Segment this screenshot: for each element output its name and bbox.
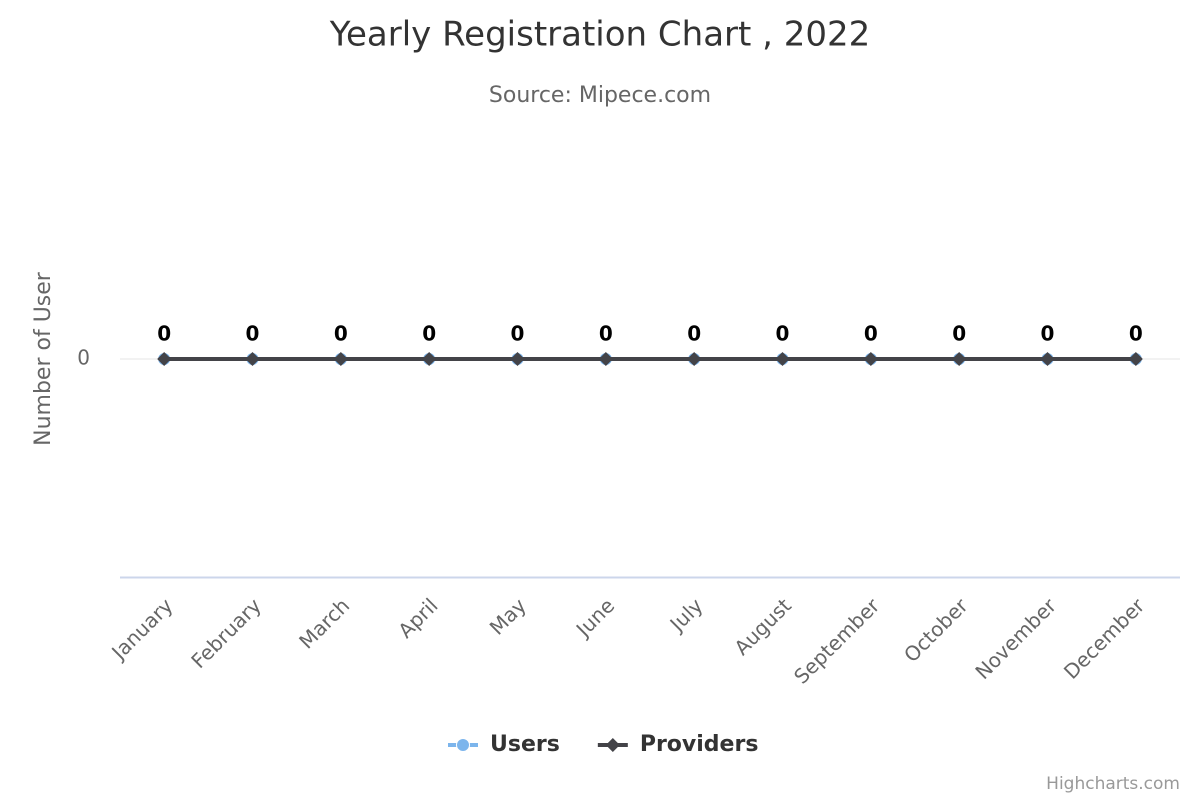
data-label: 0 xyxy=(334,322,348,346)
x-tick-label: March xyxy=(294,593,354,653)
point xyxy=(245,352,260,366)
data-label: 0 xyxy=(952,322,966,346)
data-label: 0 xyxy=(776,322,790,346)
x-tick-label: November xyxy=(970,593,1061,684)
x-tick-label: February xyxy=(186,593,266,673)
credits: Highcharts.com xyxy=(1046,774,1180,794)
point xyxy=(1040,352,1055,366)
point xyxy=(422,352,437,366)
data-label: 0 xyxy=(864,322,878,346)
point xyxy=(687,352,702,366)
legend-label[interactable]: Providers xyxy=(640,732,759,757)
x-tick-label: April xyxy=(393,593,442,642)
legend-label[interactable]: Users xyxy=(490,732,560,757)
point xyxy=(598,352,613,366)
chart-title: Yearly Registration Chart , 2022 xyxy=(329,15,871,55)
point xyxy=(157,352,172,366)
point xyxy=(863,352,878,366)
x-tick-label: May xyxy=(485,593,531,639)
point xyxy=(1128,352,1143,366)
point xyxy=(775,352,790,366)
data-label: 0 xyxy=(1041,322,1055,346)
x-tick-label: June xyxy=(570,593,619,642)
y-axis-title: Number of User xyxy=(31,271,56,446)
data-label: 0 xyxy=(246,322,260,346)
data-label: 0 xyxy=(511,322,525,346)
data-label: 0 xyxy=(687,322,701,346)
legend-symbol xyxy=(605,738,620,752)
x-tick-label: December xyxy=(1059,593,1150,684)
point xyxy=(952,352,967,366)
chart-subtitle: Source: Mipece.com xyxy=(489,83,711,108)
legend-symbol xyxy=(456,738,470,752)
data-label: 0 xyxy=(422,322,436,346)
data-label: 0 xyxy=(1129,322,1143,346)
x-tick-label: January xyxy=(106,593,178,665)
point xyxy=(333,352,348,366)
x-tick-label: October xyxy=(899,593,973,667)
y-tick-label: 0 xyxy=(77,346,90,370)
x-tick-label: September xyxy=(789,593,885,689)
data-label: 0 xyxy=(157,322,171,346)
point xyxy=(510,352,525,366)
x-tick-label: July xyxy=(664,593,708,637)
x-tick-label: August xyxy=(729,593,796,660)
data-label: 0 xyxy=(599,322,613,346)
